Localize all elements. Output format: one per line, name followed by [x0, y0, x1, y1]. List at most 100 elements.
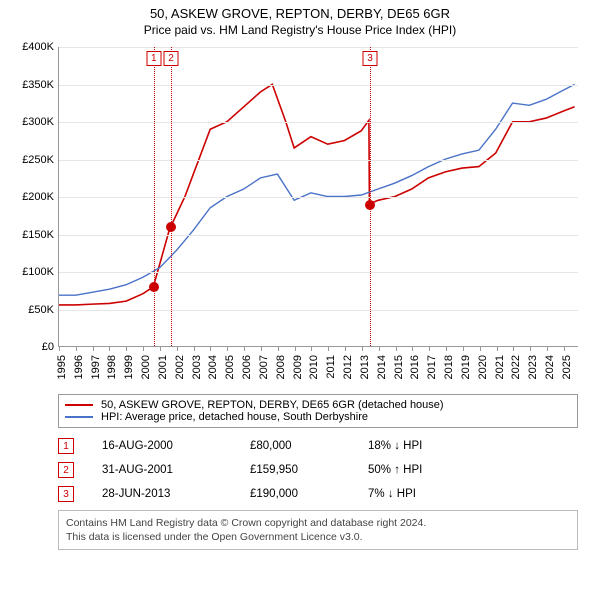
event-price: £190,000	[250, 488, 340, 500]
event-number-box: 3	[58, 486, 74, 502]
x-tick	[261, 346, 262, 351]
x-tick	[328, 346, 329, 351]
x-tick	[278, 346, 279, 351]
grid-line	[59, 122, 578, 123]
x-tick-label: 2009	[292, 355, 304, 379]
legend-label: HPI: Average price, detached house, Sout…	[101, 411, 368, 423]
x-tick-label: 2000	[140, 355, 152, 379]
y-tick-label: £300K	[10, 116, 54, 128]
x-tick-label: 2016	[409, 355, 421, 379]
events-table: 1 16-AUG-2000 £80,000 18% ↓ HPI 2 31-AUG-2001…	[58, 438, 578, 502]
x-tick	[362, 346, 363, 351]
x-tick-label: 2004	[207, 355, 219, 379]
series-hpi	[59, 84, 575, 295]
x-tick-label: 1995	[56, 355, 68, 379]
x-tick-label: 2008	[275, 355, 287, 379]
y-tick-label: £400K	[10, 41, 54, 53]
event-delta: 50% ↑ HPI	[368, 464, 478, 476]
event-price: £159,950	[250, 464, 340, 476]
event-marker	[365, 200, 375, 210]
x-tick	[76, 346, 77, 351]
x-tick-label: 1999	[123, 355, 135, 379]
attribution-line-2: This data is licensed under the Open Gov…	[66, 530, 570, 544]
x-tick-label: 2011	[325, 355, 337, 379]
event-delta: 18% ↓ HPI	[368, 440, 478, 452]
x-tick	[379, 346, 380, 351]
event-date: 16-AUG-2000	[102, 440, 222, 452]
x-tick	[513, 346, 514, 351]
legend: 50, ASKEW GROVE, REPTON, DERBY, DE65 6GR…	[58, 394, 578, 428]
legend-swatch	[65, 416, 93, 418]
x-tick	[564, 346, 565, 351]
y-tick-label: £150K	[10, 229, 54, 241]
grid-line	[59, 47, 578, 48]
y-tick-label: £250K	[10, 154, 54, 166]
x-tick-label: 2015	[393, 355, 405, 379]
x-tick-label: 2022	[510, 355, 522, 379]
event-label-box: 1	[146, 51, 161, 66]
x-tick	[497, 346, 498, 351]
grid-line	[59, 235, 578, 236]
x-tick-label: 2014	[376, 355, 388, 379]
x-tick-label: 2003	[191, 355, 203, 379]
legend-item: HPI: Average price, detached house, Sout…	[65, 411, 571, 423]
x-tick	[463, 346, 464, 351]
chart-area: 123 £0£50K£100K£150K£200K£250K£300K£350K…	[10, 43, 590, 388]
event-row: 328-JUN-2013£190,0007% ↓ HPI	[58, 486, 578, 502]
x-tick-label: 2019	[460, 355, 472, 379]
x-tick-label: 2012	[342, 355, 354, 379]
x-tick-label: 1998	[106, 355, 118, 379]
y-tick-label: £200K	[10, 191, 54, 203]
x-tick	[227, 346, 228, 351]
event-vline	[370, 47, 371, 346]
event-marker	[149, 282, 159, 292]
x-tick-label: 2007	[258, 355, 270, 379]
event-delta: 7% ↓ HPI	[368, 488, 478, 500]
x-tick-label: 2002	[174, 355, 186, 379]
event-number-box: 2	[58, 462, 74, 478]
y-tick-label: £0	[10, 341, 54, 353]
event-vline	[171, 47, 172, 346]
event-vline	[154, 47, 155, 346]
x-tick	[143, 346, 144, 351]
x-tick	[244, 346, 245, 351]
chart-title-2: Price paid vs. HM Land Registry's House …	[10, 23, 590, 37]
attribution-line-1: Contains HM Land Registry data © Crown c…	[66, 516, 570, 530]
x-tick	[109, 346, 110, 351]
chart-container: 50, ASKEW GROVE, REPTON, DERBY, DE65 6GR…	[0, 0, 600, 560]
x-tick-label: 2010	[308, 355, 320, 379]
x-tick-label: 2013	[359, 355, 371, 379]
x-tick-label: 2018	[443, 355, 455, 379]
x-tick-label: 2006	[241, 355, 253, 379]
x-tick	[126, 346, 127, 351]
y-tick-label: £50K	[10, 304, 54, 316]
x-tick-label: 2021	[494, 355, 506, 379]
event-number-box: 1	[58, 438, 74, 454]
legend-swatch	[65, 404, 93, 406]
x-tick-label: 1997	[90, 355, 102, 379]
event-marker	[166, 222, 176, 232]
event-date: 31-AUG-2001	[102, 464, 222, 476]
x-tick	[396, 346, 397, 351]
grid-line	[59, 85, 578, 86]
x-tick	[446, 346, 447, 351]
x-tick	[429, 346, 430, 351]
x-tick	[345, 346, 346, 351]
y-tick-label: £100K	[10, 266, 54, 278]
x-tick	[194, 346, 195, 351]
x-tick	[177, 346, 178, 351]
x-tick	[160, 346, 161, 351]
x-tick	[59, 346, 60, 351]
legend-label: 50, ASKEW GROVE, REPTON, DERBY, DE65 6GR…	[101, 399, 444, 411]
event-price: £80,000	[250, 440, 340, 452]
grid-line	[59, 197, 578, 198]
grid-line	[59, 272, 578, 273]
grid-line	[59, 310, 578, 311]
x-tick	[480, 346, 481, 351]
x-tick	[547, 346, 548, 351]
x-tick	[412, 346, 413, 351]
x-tick-label: 2020	[477, 355, 489, 379]
attribution-box: Contains HM Land Registry data © Crown c…	[58, 510, 578, 550]
event-row: 2 31-AUG-2001 £159,950 50% ↑ HPI	[58, 462, 578, 478]
event-label-box: 3	[362, 51, 377, 66]
